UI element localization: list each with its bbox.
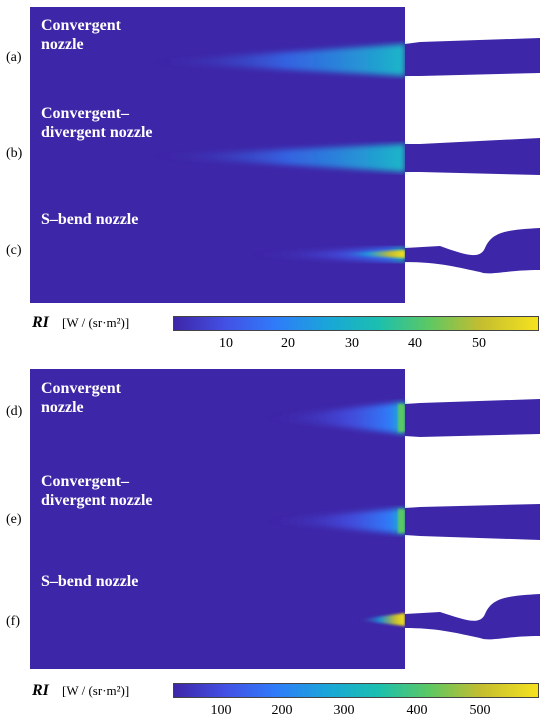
title-b: Convergent– divergent nozzle — [41, 104, 153, 142]
colorbar-top-tick: 40 — [408, 336, 422, 351]
row-label-d: (d) — [6, 404, 23, 419]
colorbar-bottom-tick: 400 — [406, 703, 428, 718]
row-label-f: (f) — [6, 614, 20, 629]
colorbar-bottom-symbol: RI — [32, 682, 49, 699]
exit-hotspot-d — [398, 404, 405, 432]
colorbar-top-unit: [W / (sr·m²)] — [62, 315, 130, 330]
nozzle-a — [405, 38, 540, 76]
title-a: Convergent nozzle — [41, 16, 121, 54]
nozzle-b — [405, 138, 540, 175]
colorbar-top-tick: 50 — [472, 336, 486, 351]
colorbar-top — [173, 316, 539, 331]
title-b-line2: divergent nozzle — [41, 124, 153, 141]
nozzle-c — [405, 228, 540, 274]
nozzle-e — [405, 504, 540, 540]
row-label-c: (c) — [6, 243, 22, 258]
nozzle-f — [405, 594, 540, 640]
colorbar-bottom-tick: 200 — [271, 703, 293, 718]
plume-f — [355, 613, 405, 626]
title-d: Convergent nozzle — [41, 379, 121, 417]
title-f: S–bend nozzle — [41, 572, 138, 591]
row-label-b: (b) — [6, 146, 23, 161]
colorbar-top-tick: 20 — [281, 336, 295, 351]
title-e: Convergent– divergent nozzle — [41, 472, 153, 510]
title-d-line2: nozzle — [41, 399, 84, 416]
title-f-line1: S–bend nozzle — [41, 573, 139, 590]
title-d-line1: Convergent — [41, 380, 121, 397]
row-label-a: (a) — [6, 50, 22, 65]
title-c-line1: S–bend nozzle — [41, 211, 139, 228]
colorbar-top-symbol: RI — [32, 314, 49, 331]
colorbar-bottom-unit: [W / (sr·m²)] — [62, 683, 130, 698]
title-e-line1: Convergent– — [41, 473, 129, 490]
plume-c-outer — [240, 247, 405, 262]
exit-hotspot-e — [398, 509, 405, 533]
title-c: S–bend nozzle — [41, 210, 138, 229]
row-label-e: (e) — [6, 512, 22, 527]
plume-a — [140, 44, 405, 76]
plume-e — [260, 508, 405, 534]
title-b-line1: Convergent– — [41, 105, 129, 122]
title-a-line1: Convergent — [41, 17, 121, 34]
colorbar-bottom — [173, 683, 539, 698]
title-a-line2: nozzle — [41, 36, 84, 53]
plume-d — [260, 402, 405, 434]
nozzle-d — [405, 399, 540, 437]
colorbar-bottom-tick: 500 — [469, 703, 491, 718]
colorbar-top-tick: 30 — [345, 336, 359, 351]
plume-c-core — [330, 250, 405, 258]
colorbar-bottom-tick: 300 — [333, 703, 355, 718]
title-e-line2: divergent nozzle — [41, 492, 153, 509]
colorbar-bottom-tick: 100 — [210, 703, 232, 718]
plume-b — [140, 144, 405, 172]
colorbar-top-tick: 10 — [219, 336, 233, 351]
